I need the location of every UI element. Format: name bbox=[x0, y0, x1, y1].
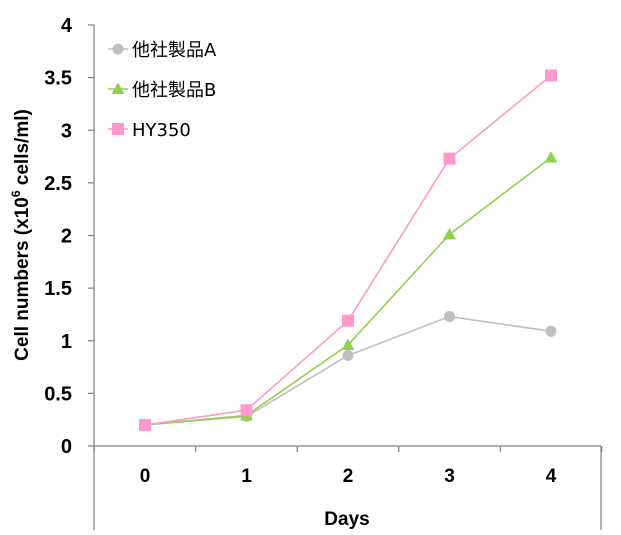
data-point bbox=[444, 311, 455, 323]
data-point bbox=[545, 325, 557, 337]
legend-label: 他社製品B bbox=[132, 80, 216, 101]
legend-marker bbox=[112, 123, 124, 135]
series-square bbox=[139, 69, 557, 431]
legend-label: HY350 bbox=[132, 120, 191, 141]
data-point bbox=[443, 227, 456, 240]
y-tick-label: 2 bbox=[61, 226, 72, 248]
legend-label: 他社製品A bbox=[132, 40, 217, 61]
data-point bbox=[545, 69, 557, 82]
data-point bbox=[544, 151, 558, 163]
data-point bbox=[342, 314, 354, 327]
data-point bbox=[240, 404, 253, 417]
y-tick-label: 1 bbox=[61, 331, 72, 353]
x-tick-label: 0 bbox=[140, 466, 151, 487]
y-tick-label: 4 bbox=[61, 15, 73, 37]
y-axis-title-sup: 6 bbox=[9, 190, 23, 197]
y-axis-title: Cell numbers (x106 cells/ml) bbox=[9, 109, 33, 361]
x-ticks: 0 1 2 3 4 bbox=[93, 446, 603, 487]
series-line bbox=[144, 156, 552, 426]
legend-item: 他社製品A bbox=[108, 40, 217, 61]
series-layer bbox=[138, 69, 558, 431]
x-tick-label: 1 bbox=[241, 466, 252, 487]
y-axis-title-suffix: cells/ml) bbox=[12, 109, 33, 190]
x-axis-title: Days bbox=[324, 509, 369, 530]
y-tick-label: 0.5 bbox=[44, 383, 72, 405]
legend-item: 他社製品B bbox=[108, 80, 216, 101]
y-axis-title-prefix: Cell numbers (x10 bbox=[12, 197, 33, 361]
y-tick-label: 2.5 bbox=[44, 173, 72, 195]
y-tick-label: 3.5 bbox=[44, 68, 72, 90]
x-tick-label: 2 bbox=[343, 466, 354, 487]
x-tick-label: 3 bbox=[444, 466, 455, 487]
legend: 他社製品A 他社製品B HY350 bbox=[108, 40, 217, 141]
data-point bbox=[139, 418, 151, 431]
y-ticks: 0 0.5 1 1.5 2 2.5 3 3.5 4 bbox=[44, 15, 94, 458]
legend-marker bbox=[111, 82, 125, 94]
y-tick-label: 1.5 bbox=[44, 278, 72, 300]
series-circle bbox=[139, 311, 557, 431]
legend-marker bbox=[112, 43, 124, 55]
series-triangle bbox=[138, 151, 558, 430]
data-point bbox=[342, 349, 354, 361]
data-point bbox=[443, 152, 456, 165]
y-tick-label: 0 bbox=[61, 436, 72, 458]
series-line bbox=[144, 315, 552, 426]
series-line bbox=[144, 74, 552, 426]
legend-item: HY350 bbox=[108, 120, 191, 141]
data-point bbox=[341, 338, 355, 350]
x-tick-label: 4 bbox=[546, 466, 557, 487]
y-tick-label: 3 bbox=[61, 120, 72, 142]
